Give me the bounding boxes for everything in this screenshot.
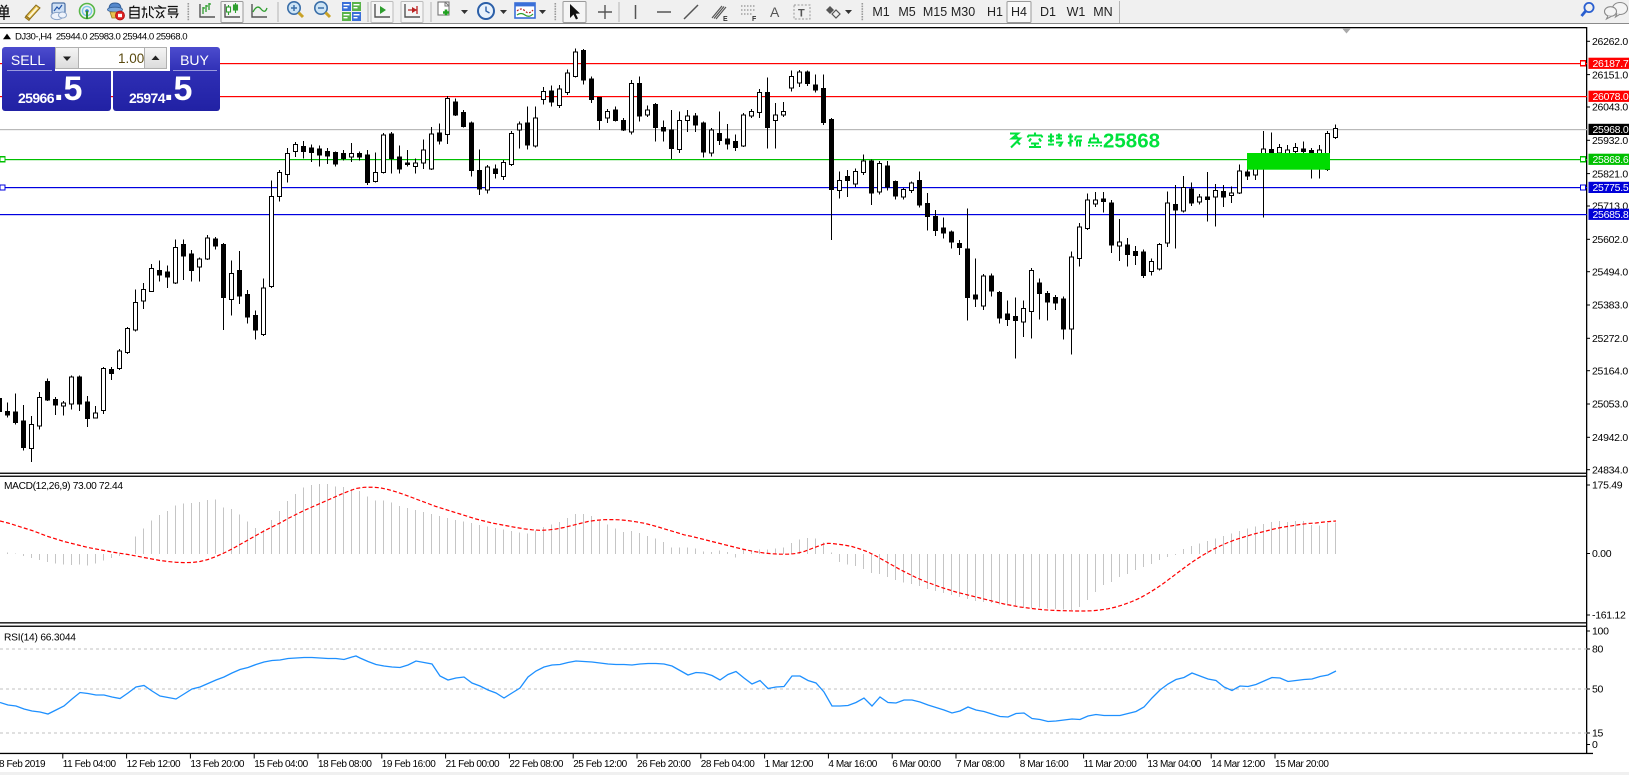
svg-text:25602.0: 25602.0 [1592, 234, 1628, 246]
svg-text:25272.0: 25272.0 [1592, 333, 1628, 345]
svg-text:6 Mar 00:00: 6 Mar 00:00 [892, 759, 941, 770]
svg-text:100: 100 [1592, 626, 1609, 638]
svg-text:50: 50 [1592, 684, 1604, 696]
svg-text:4 Mar 16:00: 4 Mar 16:00 [828, 759, 877, 770]
svg-text:80: 80 [1592, 644, 1604, 656]
svg-text:26262.0: 26262.0 [1592, 36, 1628, 48]
svg-text:25164.0: 25164.0 [1592, 365, 1628, 377]
svg-text:25968.0: 25968.0 [1593, 124, 1629, 136]
svg-text:11 Feb 04:00: 11 Feb 04:00 [63, 759, 117, 770]
svg-text:A: A [770, 4, 780, 20]
svg-text:E: E [723, 16, 728, 23]
svg-text:26078.0: 26078.0 [1593, 91, 1629, 103]
svg-text:0.00: 0.00 [1592, 548, 1612, 560]
svg-text:26151.0: 26151.0 [1592, 69, 1628, 81]
svg-text:25775.5: 25775.5 [1593, 182, 1629, 194]
svg-text:24942.0: 24942.0 [1592, 432, 1628, 444]
svg-text:13 Feb 20:00: 13 Feb 20:00 [190, 759, 244, 770]
svg-text:F: F [752, 16, 757, 23]
svg-text:MACD(12,26,9) 73.00 72.44: MACD(12,26,9) 73.00 72.44 [4, 481, 123, 492]
svg-text:25868.6: 25868.6 [1593, 154, 1629, 166]
svg-text:24834.0: 24834.0 [1592, 464, 1628, 476]
svg-text:D1: D1 [1040, 5, 1056, 19]
svg-text:19 Feb 16:00: 19 Feb 16:00 [382, 759, 436, 770]
svg-text:25932.0: 25932.0 [1592, 135, 1628, 147]
svg-text:26 Feb 20:00: 26 Feb 20:00 [637, 759, 691, 770]
svg-text:22 Feb 08:00: 22 Feb 08:00 [509, 759, 563, 770]
svg-text:M30: M30 [951, 5, 975, 19]
svg-text:8 Mar 16:00: 8 Mar 16:00 [1020, 759, 1069, 770]
svg-text:13 Mar 04:00: 13 Mar 04:00 [1147, 759, 1201, 770]
svg-text:25383.0: 25383.0 [1592, 300, 1628, 312]
svg-text:W1: W1 [1067, 5, 1086, 19]
svg-text:H4: H4 [1011, 5, 1027, 19]
svg-text:15 Feb 04:00: 15 Feb 04:00 [254, 759, 308, 770]
svg-text:1 Mar 12:00: 1 Mar 12:00 [765, 759, 814, 770]
svg-text:MN: MN [1093, 5, 1112, 19]
svg-text:28 Feb 04:00: 28 Feb 04:00 [701, 759, 755, 770]
svg-text:H1: H1 [987, 5, 1003, 19]
svg-text:15: 15 [1592, 728, 1604, 740]
svg-text:M5: M5 [898, 5, 915, 19]
svg-text:-161.12: -161.12 [1592, 610, 1626, 622]
svg-text:26043.0: 26043.0 [1592, 102, 1628, 114]
svg-text:25 Feb 12:00: 25 Feb 12:00 [573, 759, 627, 770]
svg-text:25494.0: 25494.0 [1592, 266, 1628, 278]
svg-text:12 Feb 12:00: 12 Feb 12:00 [127, 759, 181, 770]
svg-text:8 Feb 2019: 8 Feb 2019 [0, 759, 46, 770]
svg-text:M1: M1 [872, 5, 889, 19]
svg-text:0: 0 [1592, 739, 1598, 751]
svg-text:25821.0: 25821.0 [1592, 168, 1628, 180]
svg-text:21 Feb 00:00: 21 Feb 00:00 [446, 759, 500, 770]
svg-text:M15: M15 [923, 5, 947, 19]
svg-text:26187.7: 26187.7 [1593, 58, 1629, 70]
svg-text:DJ30-,H4 25944.0 25983.0 2594: DJ30-,H4 25944.0 25983.0 25944.0 25968.0 [15, 31, 187, 42]
svg-text:RSI(14) 66.3044: RSI(14) 66.3044 [4, 633, 76, 644]
svg-text:14 Mar 12:00: 14 Mar 12:00 [1211, 759, 1265, 770]
svg-text:7 Mar 08:00: 7 Mar 08:00 [956, 759, 1005, 770]
svg-text:T: T [798, 8, 805, 20]
svg-text:15 Mar 20:00: 15 Mar 20:00 [1275, 759, 1329, 770]
svg-text:25685.8: 25685.8 [1593, 209, 1629, 221]
svg-text:11 Mar 20:00: 11 Mar 20:00 [1084, 759, 1138, 770]
svg-text:175.49: 175.49 [1592, 480, 1623, 492]
svg-text:25868: 25868 [1103, 130, 1160, 153]
svg-text:18 Feb 08:00: 18 Feb 08:00 [318, 759, 372, 770]
svg-text:25053.0: 25053.0 [1592, 399, 1628, 411]
